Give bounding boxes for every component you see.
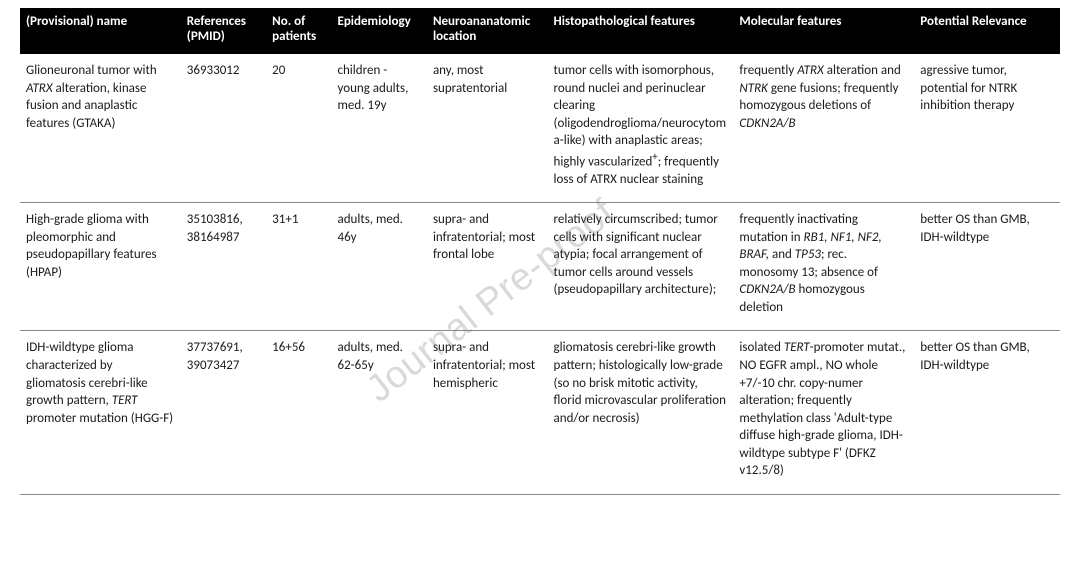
col-header-references: References (PMID) (181, 8, 266, 54)
cell-patients: 31+1 (266, 203, 331, 331)
cell-histopath: tumor cells with isomorphous, round nucl… (548, 54, 734, 203)
cell-relevance: better OS than GMB, IDH-wildtype (914, 203, 1060, 331)
cell-epidemiology: adults, med. 46y (331, 203, 426, 331)
cell-references: 36933012 (181, 54, 266, 203)
cell-molecular: isolated TERT-promoter mutat., NO EGFR a… (733, 331, 914, 494)
cell-name: IDH-wildtype glioma characterized by gli… (20, 331, 181, 494)
table-row: Glioneuronal tumor with ATRX alteration,… (20, 54, 1060, 203)
cell-references: 37737691, 39073427 (181, 331, 266, 494)
glioma-table: (Provisional) name References (PMID) No.… (20, 8, 1060, 495)
cell-patients: 16+56 (266, 331, 331, 494)
cell-epidemiology: children - young adults, med. 19y (331, 54, 426, 203)
col-header-histopath: Histopathological features (548, 8, 734, 54)
table-body: Glioneuronal tumor with ATRX alteration,… (20, 54, 1060, 494)
col-header-molecular: Molecular features (733, 8, 914, 54)
table-row: High-grade glioma with pleomorphic and p… (20, 203, 1060, 331)
cell-references: 35103816, 38164987 (181, 203, 266, 331)
col-header-name: (Provisional) name (20, 8, 181, 54)
cell-histopath: gliomatosis cerebri-like growth pattern;… (548, 331, 734, 494)
col-header-epidemiology: Epidemiology (331, 8, 426, 54)
table-row: IDH-wildtype glioma characterized by gli… (20, 331, 1060, 494)
cell-location: supra- and infratentorial; most hemisphe… (427, 331, 548, 494)
cell-location: supra- and infratentorial; most frontal … (427, 203, 548, 331)
cell-epidemiology: adults, med. 62-65y (331, 331, 426, 494)
col-header-relevance: Potential Relevance (914, 8, 1060, 54)
col-header-patients: No. of patients (266, 8, 331, 54)
cell-molecular: frequently ATRX alteration and NTRK gene… (733, 54, 914, 203)
cell-patients: 20 (266, 54, 331, 203)
table-header-row: (Provisional) name References (PMID) No.… (20, 8, 1060, 54)
cell-relevance: agressive tumor, potential for NTRK inhi… (914, 54, 1060, 203)
cell-relevance: better OS than GMB, IDH-wildtype (914, 331, 1060, 494)
cell-histopath: relatively circumscribed; tumor cells wi… (548, 203, 734, 331)
cell-location: any, most supratentorial (427, 54, 548, 203)
cell-name: High-grade glioma with pleomorphic and p… (20, 203, 181, 331)
col-header-location: Neuroananatomic location (427, 8, 548, 54)
cell-molecular: frequently inactivating mutation in RB1,… (733, 203, 914, 331)
cell-name: Glioneuronal tumor with ATRX alteration,… (20, 54, 181, 203)
